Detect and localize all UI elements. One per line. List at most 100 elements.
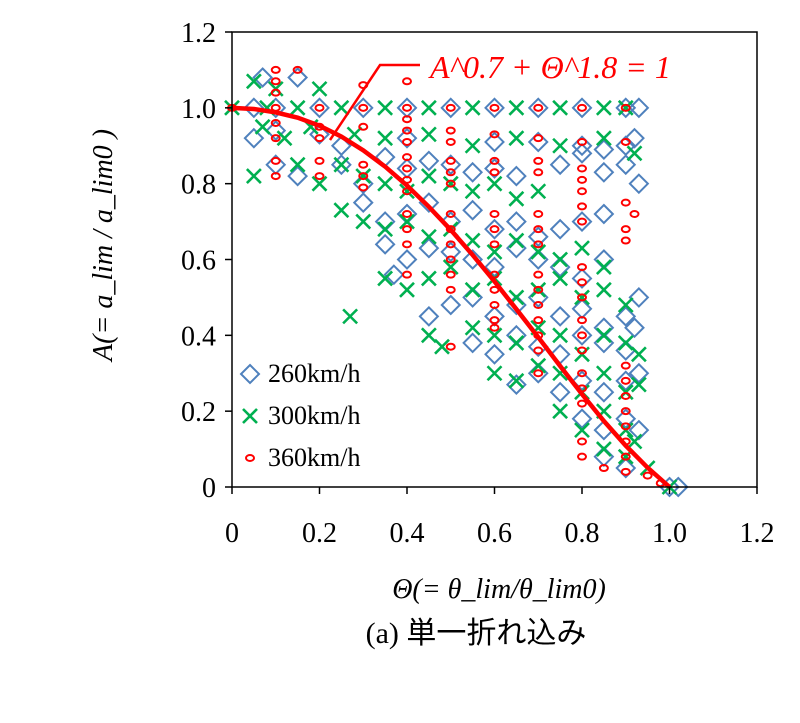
data-point-circle xyxy=(577,164,587,173)
data-point-circle xyxy=(314,156,325,165)
data-point-diamond xyxy=(484,97,505,119)
legend-marker-diamond xyxy=(239,363,261,385)
data-marks xyxy=(224,65,689,498)
series-diamond xyxy=(243,67,689,498)
data-point-x xyxy=(420,270,437,287)
y-tick-label: 0.8 xyxy=(181,170,216,201)
figure-caption: (a) 単一折れ込み xyxy=(366,617,587,650)
data-point-x xyxy=(595,99,612,116)
data-point-circle xyxy=(620,103,631,112)
data-point-diamond xyxy=(571,370,593,392)
legend-item: 360km/h xyxy=(245,443,360,472)
data-point-diamond xyxy=(484,343,505,365)
x-tick-label: 0.6 xyxy=(477,518,512,549)
data-point-circle xyxy=(402,270,412,279)
data-point-x xyxy=(377,270,394,287)
data-point-circle xyxy=(620,137,631,146)
data-point-x xyxy=(486,365,503,382)
data-point-circle xyxy=(577,331,587,340)
data-point-circle xyxy=(577,293,587,302)
data-point-x xyxy=(311,80,328,97)
data-point-diamond xyxy=(352,192,374,214)
data-point-x xyxy=(617,99,634,116)
data-point-diamond xyxy=(309,97,330,119)
data-point-circle xyxy=(314,172,325,181)
data-point-diamond xyxy=(571,324,593,346)
data-point-x xyxy=(377,99,394,116)
data-point-x xyxy=(508,190,525,207)
data-point-diamond xyxy=(527,131,549,153)
axes xyxy=(225,31,758,494)
data-point-diamond xyxy=(252,67,274,88)
data-point-x xyxy=(552,137,569,154)
data-point-diamond xyxy=(628,173,650,195)
data-point-diamond xyxy=(628,97,650,119)
data-point-x xyxy=(420,168,437,185)
data-point-circle xyxy=(533,301,544,309)
data-point-circle xyxy=(402,164,412,173)
data-point-x xyxy=(574,240,590,257)
data-point-circle xyxy=(577,175,587,184)
data-point-x xyxy=(626,433,643,450)
data-point-circle xyxy=(402,210,412,218)
data-point-diamond xyxy=(383,264,405,286)
data-point-x xyxy=(420,126,437,143)
data-point-circle xyxy=(402,115,412,124)
data-point-circle xyxy=(489,210,500,218)
data-point-circle xyxy=(620,198,631,207)
data-point-diamond xyxy=(549,154,571,176)
data-point-diamond xyxy=(549,381,571,403)
data-point-diamond xyxy=(243,97,265,119)
data-point-circle xyxy=(489,103,500,112)
data-point-x xyxy=(595,441,612,458)
data-point-diamond xyxy=(418,150,440,172)
data-point-x xyxy=(399,213,415,230)
data-point-circle xyxy=(402,126,412,135)
data-point-diamond xyxy=(615,154,637,176)
data-point-x xyxy=(377,221,394,238)
data-point-circle xyxy=(533,285,544,294)
data-point-x xyxy=(464,99,481,116)
data-point-diamond xyxy=(615,408,637,430)
data-point-circle xyxy=(489,240,500,249)
data-point-circle xyxy=(620,392,631,400)
x-axis-label: Θ(= θ_lim/θ_lim0) xyxy=(392,574,606,605)
data-point-diamond xyxy=(571,211,593,232)
x-tick-label: 1.0 xyxy=(652,518,687,549)
data-point-x xyxy=(486,327,503,344)
data-point-x xyxy=(420,228,437,245)
data-point-x xyxy=(530,281,547,298)
data-point-x xyxy=(355,168,372,185)
data-point-circle xyxy=(270,88,281,97)
data-point-circle xyxy=(445,255,456,264)
data-point-circle xyxy=(445,168,456,177)
data-point-x xyxy=(464,183,481,200)
data-point-circle xyxy=(445,179,456,188)
data-point-circle xyxy=(577,346,587,355)
data-point-circle xyxy=(270,65,281,74)
data-point-x xyxy=(486,175,503,192)
data-point-circle xyxy=(358,172,369,181)
data-point-diamond xyxy=(440,154,462,176)
data-point-diamond xyxy=(628,287,650,308)
data-point-circle xyxy=(533,156,544,165)
data-point-diamond xyxy=(484,158,505,179)
data-point-circle xyxy=(577,217,587,226)
legend-marker-x xyxy=(242,408,258,424)
data-point-x xyxy=(617,297,634,313)
data-point-diamond xyxy=(615,457,637,479)
data-point-circle xyxy=(445,342,456,351)
data-point-diamond xyxy=(615,305,637,327)
data-point-x xyxy=(508,232,525,249)
data-point-circle xyxy=(270,119,281,127)
data-point-x xyxy=(508,130,525,147)
data-point-circle xyxy=(577,369,587,378)
data-point-circle xyxy=(533,134,544,143)
data-point-diamond xyxy=(549,305,571,327)
data-point-circle xyxy=(402,103,412,112)
data-point-diamond xyxy=(396,127,418,149)
data-point-circle xyxy=(533,369,544,378)
data-point-circle xyxy=(358,103,369,112)
y-tick-label: 0.4 xyxy=(181,321,216,352)
